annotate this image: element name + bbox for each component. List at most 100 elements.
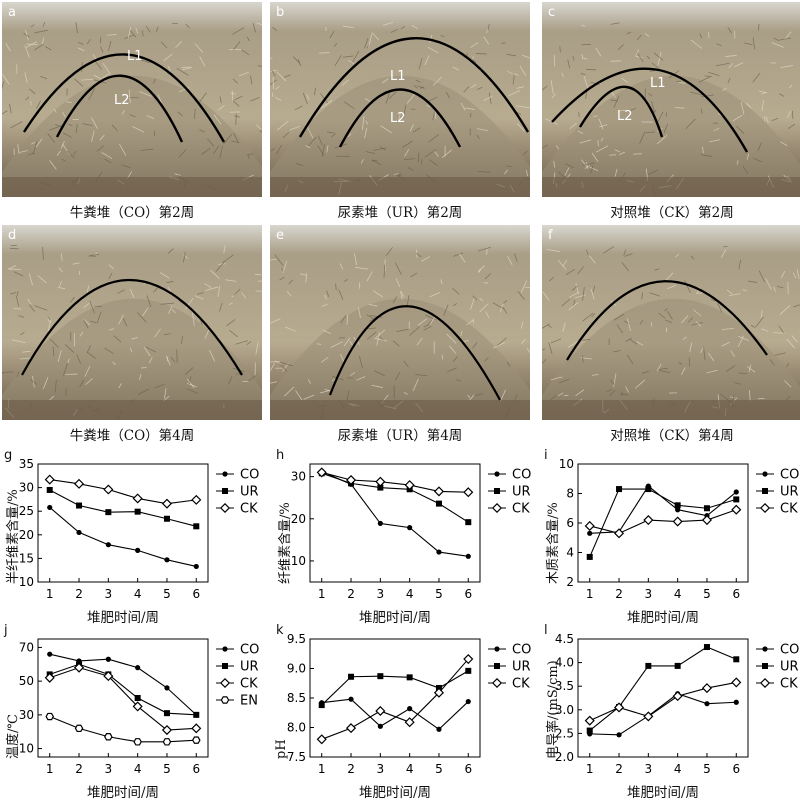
- data-point-ck: [316, 467, 327, 478]
- data-point-ur: [674, 662, 681, 669]
- x-tick-label: 2: [615, 587, 623, 601]
- chart-g: 1 2 3 4 5 6 10 15 20 25 30 35 CO UR CK g 半纤维素含量/% 堆肥时间/周: [0, 448, 266, 630]
- x-tick-label: 3: [377, 587, 385, 601]
- y-tick-label: 4.5: [555, 632, 574, 646]
- plot-frame: [37, 638, 209, 758]
- legend-marker: [219, 677, 231, 689]
- data-point-co: [675, 507, 681, 513]
- legend-marker: [762, 646, 768, 652]
- chart-k: 1 2 3 4 5 6 7.5 8.0 8.5 9.0 9.5 CO UR CK k pH 堆肥时间/周: [272, 623, 538, 805]
- panel-label: l: [544, 623, 548, 638]
- x-tick-label: 6: [192, 762, 200, 776]
- series-line-co: [49, 507, 197, 567]
- series-line-ck: [49, 667, 197, 731]
- y-tick-label: 3.0: [555, 703, 574, 717]
- data-point-en: [162, 738, 172, 746]
- data-point-ur: [348, 673, 355, 680]
- boundary-arc: [566, 280, 768, 361]
- x-axis-label: 堆肥时间/周: [358, 785, 432, 801]
- data-point-ur: [465, 667, 472, 674]
- panel-label: g: [4, 448, 13, 463]
- data-point-co: [105, 542, 111, 548]
- data-point-ck: [584, 520, 595, 531]
- x-tick-label: 5: [703, 762, 711, 776]
- y-tick-label: 8.0: [287, 721, 306, 735]
- y-tick-label: 2: [566, 575, 574, 589]
- legend-marker: [222, 488, 228, 494]
- y-tick-label: 2.5: [555, 726, 574, 740]
- data-point-en: [191, 736, 201, 744]
- panel-label: k: [276, 623, 284, 638]
- arc-label: L2: [617, 109, 633, 124]
- legend-marker: [494, 488, 500, 494]
- photo-caption: 对照堆（CK）第4周: [610, 428, 734, 444]
- arc-label: L1: [390, 69, 406, 84]
- legend-label: CO: [512, 468, 531, 483]
- data-point-ur: [134, 508, 141, 515]
- data-point-ur: [406, 674, 413, 681]
- data-point-ck: [433, 486, 445, 497]
- x-tick-label: 2: [347, 762, 355, 776]
- y-tick-label: 25: [19, 504, 34, 518]
- legend-marker: [494, 471, 500, 477]
- data-point-ur: [318, 702, 325, 709]
- x-tick-label: 4: [406, 587, 414, 601]
- legend-marker: [762, 471, 768, 477]
- data-point-ck: [375, 476, 386, 487]
- data-point-co: [193, 563, 199, 570]
- legend-marker: [494, 663, 500, 669]
- x-tick-label: 1: [586, 762, 594, 776]
- y-axis-label: 温度/℃: [6, 714, 21, 759]
- x-tick-label: 5: [435, 587, 443, 601]
- data-point-co: [105, 656, 111, 662]
- chart-j: 1 2 3 4 5 6 10 30 50 70 CO UR CK EN j 温度/℃ 堆肥时间/周: [0, 623, 266, 805]
- data-point-co: [465, 553, 471, 559]
- legend-label: CO: [240, 643, 259, 658]
- compost-photo-c: L1 L2 c: [542, 2, 800, 197]
- legend-marker: [222, 646, 228, 652]
- data-point-co: [587, 530, 593, 536]
- legend-label: CO: [780, 643, 799, 658]
- data-point-co: [436, 726, 442, 732]
- legend-marker: [762, 663, 768, 669]
- legend-label: CO: [512, 643, 531, 658]
- series-line-ur: [49, 663, 197, 716]
- legend-marker: [491, 677, 503, 689]
- data-point-ur: [586, 727, 593, 734]
- series-line-co: [321, 698, 469, 730]
- data-point-ck: [103, 671, 114, 682]
- y-tick-label: 9.0: [287, 662, 306, 676]
- y-tick-label: 10: [19, 575, 34, 589]
- legend-label: UR: [780, 660, 799, 675]
- data-point-ck: [643, 515, 654, 526]
- x-tick-label: 5: [435, 762, 443, 776]
- panel-label: i: [544, 448, 548, 463]
- series-line-ur: [321, 670, 469, 706]
- data-point-ur: [733, 656, 740, 663]
- data-point-ck: [73, 478, 85, 489]
- legend-label: UR: [240, 485, 259, 500]
- series-line-ck: [321, 471, 469, 493]
- y-tick-label: 15: [19, 551, 34, 565]
- data-point-ck: [44, 672, 55, 683]
- x-tick-label: 1: [318, 762, 326, 776]
- data-point-ck: [672, 516, 683, 527]
- x-tick-label: 3: [105, 762, 113, 776]
- y-tick-label: 4: [566, 546, 574, 560]
- boundary-arc: [21, 278, 243, 376]
- data-point-ur: [163, 515, 170, 522]
- chart-i: 1 2 3 4 5 6 2 4 6 8 10 CO UR CK i 木质素含量/% 堆肥时间/周: [540, 448, 800, 630]
- series-line-ur: [589, 488, 737, 558]
- data-point-co: [47, 504, 53, 511]
- legend-marker: [219, 502, 231, 514]
- data-point-ur: [377, 673, 384, 680]
- data-point-co: [348, 696, 354, 702]
- data-point-en: [104, 733, 113, 741]
- x-tick-label: 4: [406, 762, 414, 776]
- y-tick-label: 70: [19, 640, 34, 654]
- x-tick-label: 5: [163, 587, 171, 601]
- data-point-co: [733, 489, 739, 495]
- data-point-ck: [132, 701, 143, 712]
- data-point-ck: [345, 723, 357, 734]
- y-axis-label: 半纤维素含量/%: [6, 489, 21, 584]
